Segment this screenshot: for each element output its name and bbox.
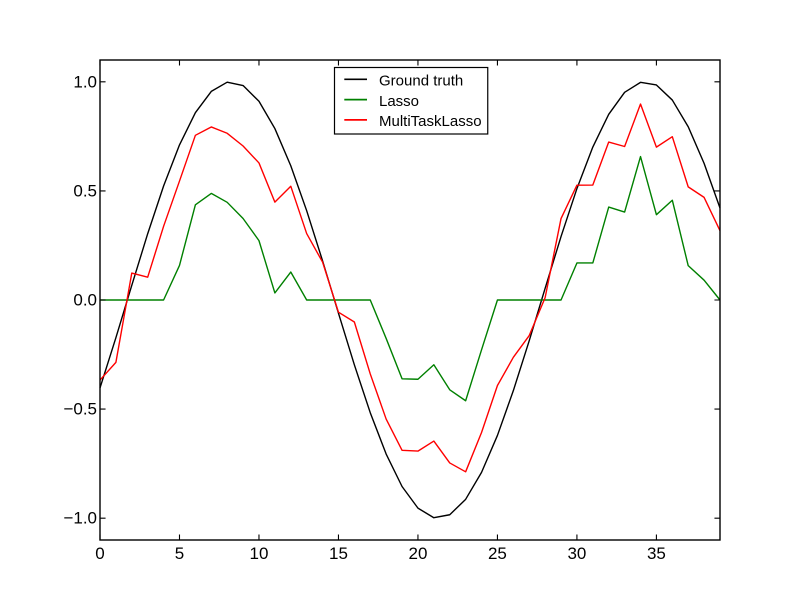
svg-text:0.0: 0.0 xyxy=(73,291,97,310)
svg-text:35: 35 xyxy=(647,544,666,563)
svg-text:1.0: 1.0 xyxy=(73,72,97,91)
svg-text:10: 10 xyxy=(250,544,269,563)
svg-text:5: 5 xyxy=(175,544,184,563)
svg-text:−1.0: −1.0 xyxy=(63,509,97,528)
svg-text:0: 0 xyxy=(95,544,104,563)
svg-text:20: 20 xyxy=(408,544,427,563)
svg-text:Lasso: Lasso xyxy=(379,93,419,110)
svg-text:−0.5: −0.5 xyxy=(63,400,97,419)
svg-text:MultiTaskLasso: MultiTaskLasso xyxy=(379,113,482,130)
svg-text:0.5: 0.5 xyxy=(73,181,97,200)
svg-text:30: 30 xyxy=(567,544,586,563)
svg-text:15: 15 xyxy=(329,544,348,563)
svg-text:Ground truth: Ground truth xyxy=(379,73,463,90)
svg-text:25: 25 xyxy=(488,544,507,563)
